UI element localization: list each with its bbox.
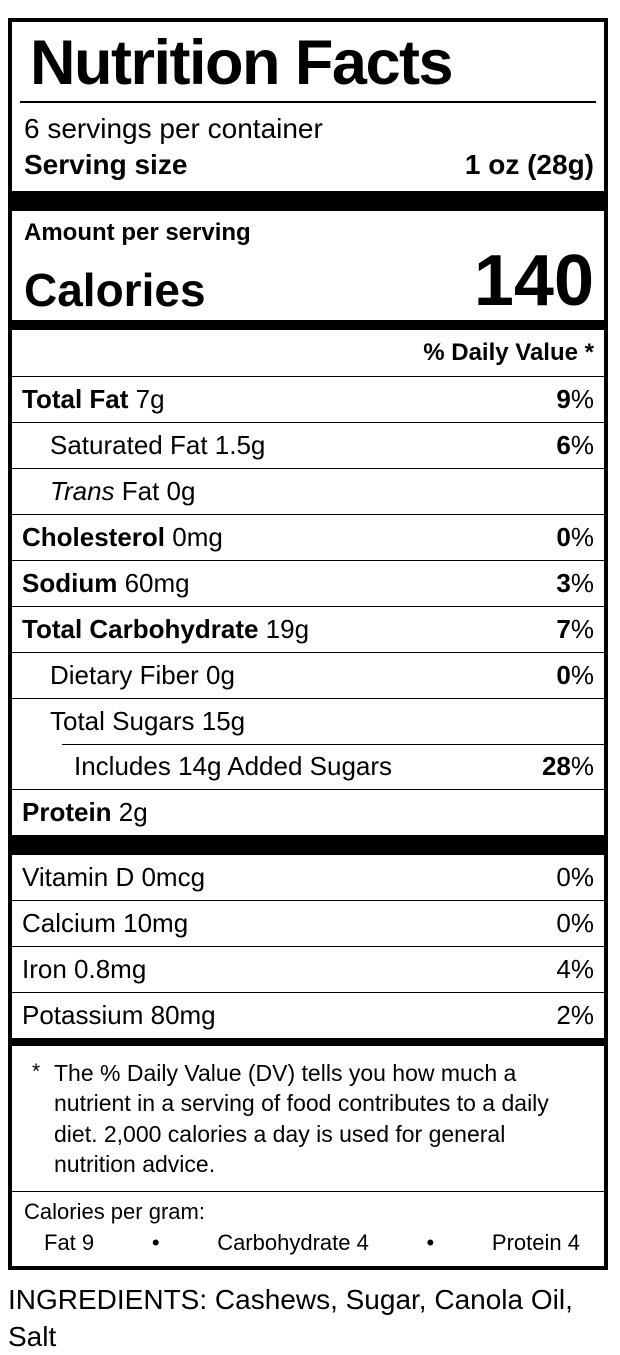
label-title: Nutrition Facts [30,28,454,98]
nutrient-row: Total Sugars 15g [12,697,604,744]
servings-per-container: 6 servings per container [24,113,323,144]
cpg-protein: Protein 4 [491,1229,580,1255]
nutrition-facts-label: Nutrition Facts 6 servings per container… [8,18,608,1271]
nutrient-row: Total Fat 7g 9% [12,377,604,422]
daily-value: 4% [556,953,594,984]
nutrient-row: Cholesterol 0mg 0% [12,513,604,560]
nutrient-name: Cholesterol 0mg [22,521,223,552]
nutrient-row: Protein 2g [12,788,604,835]
nutrient-name: Protein 2g [22,796,148,827]
footnote-marker: * [32,1059,41,1083]
label-header: Nutrition Facts [20,22,596,103]
calories-section: Amount per serving Calories 140 [12,211,604,320]
serving-section: 6 servings per container Serving size 1 … [12,103,604,191]
medium-divider-bar [12,319,604,330]
nutrient-name: Iron 0.8mg [22,953,147,984]
calories-label: Calories [24,264,206,317]
vitamin-rows: Vitamin D 0mcg 0% Calcium 10mg 0% Iron 0.8mg… [12,855,604,1038]
daily-value: 0% [556,907,594,938]
calories-row: Calories 140 [24,241,594,322]
bullet-separator: • [426,1229,435,1255]
nutrient-name: Sodium 60mg [22,567,190,598]
daily-value: 0% [556,861,594,892]
serving-size-label: Serving size [24,148,188,180]
nutrient-row: Dietary Fiber 0g 0% [12,651,604,698]
daily-value-header: % Daily Value * [12,330,604,377]
amount-per-serving-label: Amount per serving [24,218,251,246]
serving-size-value: 1 oz (28g) [464,148,594,180]
nutrient-name: Total Carbohydrate 19g [22,613,310,644]
nutrient-row: Vitamin D 0mcg 0% [12,855,604,900]
nutrient-name: Trans Fat 0g [50,475,196,506]
nutrient-row: Iron 0.8mg 4% [12,945,604,992]
thin-divider-bar [12,1037,604,1046]
nutrient-name: Includes 14g Added Sugars [74,750,393,781]
daily-value: 2% [556,999,594,1030]
cpg-carbohydrate: Carbohydrate 4 [217,1229,369,1255]
nutrient-row: Includes 14g Added Sugars 28% [12,743,604,789]
cpg-fat: Fat 9 [44,1229,95,1255]
nutrient-row: Saturated Fat 1.5g 6% [12,421,604,468]
calories-value: 140 [473,241,594,322]
calories-per-gram-row: Fat 9 • Carbohydrate 4 • Protein 4 [24,1226,594,1257]
calories-per-gram-heading: Calories per gram: [24,1199,205,1225]
ingredients-statement: INGREDIENTS: Cashews, Sugar, Canola Oil,… [8,1284,573,1352]
nutrient-name: Calcium 10mg [22,907,189,938]
serving-size-row: Serving size 1 oz (28g) [24,147,594,183]
daily-value: 9% [556,383,594,414]
nutrient-name: Potassium 80mg [22,999,216,1030]
daily-value: 0% [556,521,594,552]
nutrient-row: Calcium 10mg 0% [12,899,604,946]
nutrient-name: Total Sugars 15g [50,705,246,736]
nutrient-name: Dietary Fiber 0g [50,659,235,690]
thick-divider-bar [12,834,604,855]
nutrient-row: Trans Fat 0g [12,467,604,514]
thick-divider-bar [12,190,604,211]
footnote: * The % Daily Value (DV) tells you how m… [12,1046,604,1191]
daily-value: 3% [556,567,594,598]
nutrient-row: Sodium 60mg 3% [12,559,604,606]
bullet-separator: • [151,1229,160,1255]
nutrient-row: Total Carbohydrate 19g 7% [12,605,604,652]
nutrient-row: Potassium 80mg 2% [12,991,604,1038]
calories-per-gram-section: Calories per gram: Fat 9 • Carbohydrate … [12,1191,604,1266]
nutrient-name: Total Fat 7g [22,383,165,414]
footnote-text: The % Daily Value (DV) tells you how muc… [54,1059,549,1177]
daily-value: 0% [556,659,594,690]
nutrient-rows: Total Fat 7g 9% Saturated Fat 1.5g 6% Trans … [12,377,604,835]
daily-value: 28% [541,750,594,781]
nutrient-name: Saturated Fat 1.5g [50,429,266,460]
daily-value: 6% [556,429,594,460]
daily-value: 7% [556,613,594,644]
nutrient-name: Vitamin D 0mcg [22,861,206,892]
